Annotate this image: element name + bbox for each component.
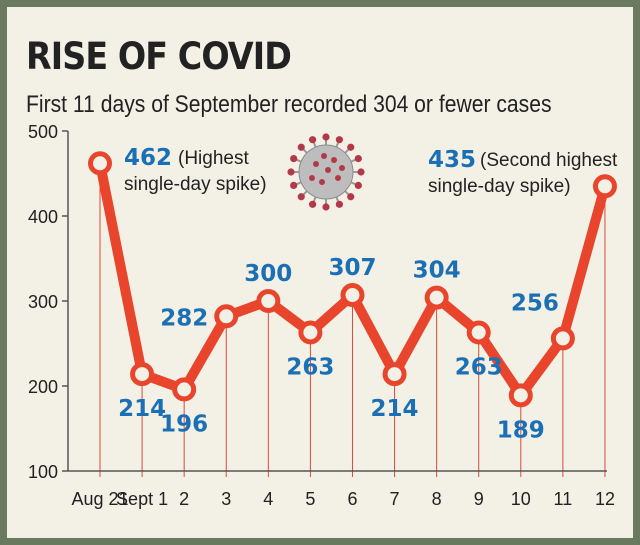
data-label-8: 304 xyxy=(413,258,461,284)
data-point-8 xyxy=(424,285,449,310)
data-label-1: 214 xyxy=(118,396,166,422)
data-point-1 xyxy=(130,362,155,387)
chart-subtitle: First 11 days of September recorded 304 … xyxy=(26,91,552,118)
virus-spot-2 xyxy=(335,175,341,181)
annotation-line2-0: single-day spike) xyxy=(124,174,267,195)
virus-spike-head-13 xyxy=(335,136,343,144)
x-tick-label-8: 8 xyxy=(432,489,442,509)
virus-spike-head-14 xyxy=(347,143,355,151)
annotation-line1-0: (Highest xyxy=(178,148,249,169)
x-tick-label-11: 11 xyxy=(554,489,573,509)
virus-spike-head-7 xyxy=(290,181,298,189)
annotation-line1-1: (Second highest xyxy=(480,150,618,171)
virus-spot-4 xyxy=(309,175,315,181)
chart-title: RISE OF COVID xyxy=(26,35,292,78)
x-tick-label-2: 2 xyxy=(179,489,189,509)
y-tick-label-3: 400 xyxy=(28,207,58,227)
data-point-10 xyxy=(508,383,533,408)
virus-spike-head-15 xyxy=(354,155,362,163)
y-tick-label-2: 300 xyxy=(28,292,58,312)
x-tick-label-10: 10 xyxy=(511,489,531,509)
virus-spot-5 xyxy=(325,167,331,173)
y-tick-labels: 100 200 300 400 500 xyxy=(28,122,68,482)
data-label-10: 189 xyxy=(497,417,545,443)
x-tick-label-12: 12 xyxy=(595,489,615,509)
virus-spike-head-1 xyxy=(354,181,362,189)
annotations: 462 (Highest single-day spike) 435 (Second h… xyxy=(124,145,618,197)
annotation-line2-1: single-day spike) xyxy=(428,176,571,197)
data-point-3 xyxy=(214,304,239,329)
data-points xyxy=(88,151,617,408)
data-label-5: 263 xyxy=(286,354,334,380)
x-tick-label-3: 3 xyxy=(221,489,231,509)
data-point-5 xyxy=(298,320,323,345)
virus-spot-0 xyxy=(313,161,319,167)
vertical-gridlines xyxy=(99,163,606,477)
data-label-9: 263 xyxy=(455,354,503,380)
data-point-9 xyxy=(466,320,491,345)
virus-spot-7 xyxy=(339,165,345,171)
virus-spike-head-12 xyxy=(322,133,330,141)
virus-spike-head-4 xyxy=(322,203,330,211)
data-label-6: 307 xyxy=(328,255,376,281)
data-point-0 xyxy=(88,151,112,176)
y-tick-label-4: 500 xyxy=(28,122,58,142)
data-label-11: 256 xyxy=(511,290,559,316)
virus-spike-head-6 xyxy=(297,193,305,201)
virus-spike-head-2 xyxy=(347,193,355,201)
virus-spike-head-8 xyxy=(287,168,295,176)
data-label-4: 300 xyxy=(244,261,292,287)
x-tick-label-9: 9 xyxy=(474,489,484,509)
virus-spot-3 xyxy=(319,179,325,185)
data-label-2: 196 xyxy=(160,411,208,437)
virus-icon xyxy=(287,133,365,211)
virus-spot-1 xyxy=(331,157,337,163)
data-label-7: 214 xyxy=(371,396,419,422)
virus-spike-head-0 xyxy=(357,168,365,176)
data-point-11 xyxy=(550,326,575,351)
data-point-7 xyxy=(382,362,407,387)
annotation-value-0: 462 xyxy=(124,145,172,171)
data-point-4 xyxy=(256,289,281,313)
data-point-2 xyxy=(172,377,197,402)
x-tick-label-7: 7 xyxy=(390,489,400,509)
x-tick-label-5: 5 xyxy=(305,489,315,509)
x-tick-label-6: 6 xyxy=(347,489,357,509)
x-tick-label-4: 4 xyxy=(263,489,273,509)
y-tick-label-1: 200 xyxy=(28,377,58,397)
virus-spike-head-10 xyxy=(297,143,305,151)
x-tick-label-1: Sept 1 xyxy=(116,489,168,509)
x-tick-label-0: Aug 21 xyxy=(71,489,128,509)
virus-spike-head-5 xyxy=(309,200,317,208)
y-tick-label-0: 100 xyxy=(28,462,58,482)
virus-spot-6 xyxy=(321,153,327,159)
annotation-value-1: 435 xyxy=(428,147,476,173)
virus-spike-head-3 xyxy=(335,200,343,208)
data-label-3: 282 xyxy=(160,305,208,331)
data-point-12 xyxy=(592,174,617,199)
chart-card: RISE OF COVID First 11 days of September… xyxy=(7,7,633,538)
virus-spike-head-9 xyxy=(290,155,298,163)
data-point-6 xyxy=(340,283,365,308)
virus-spike-head-11 xyxy=(309,136,317,144)
